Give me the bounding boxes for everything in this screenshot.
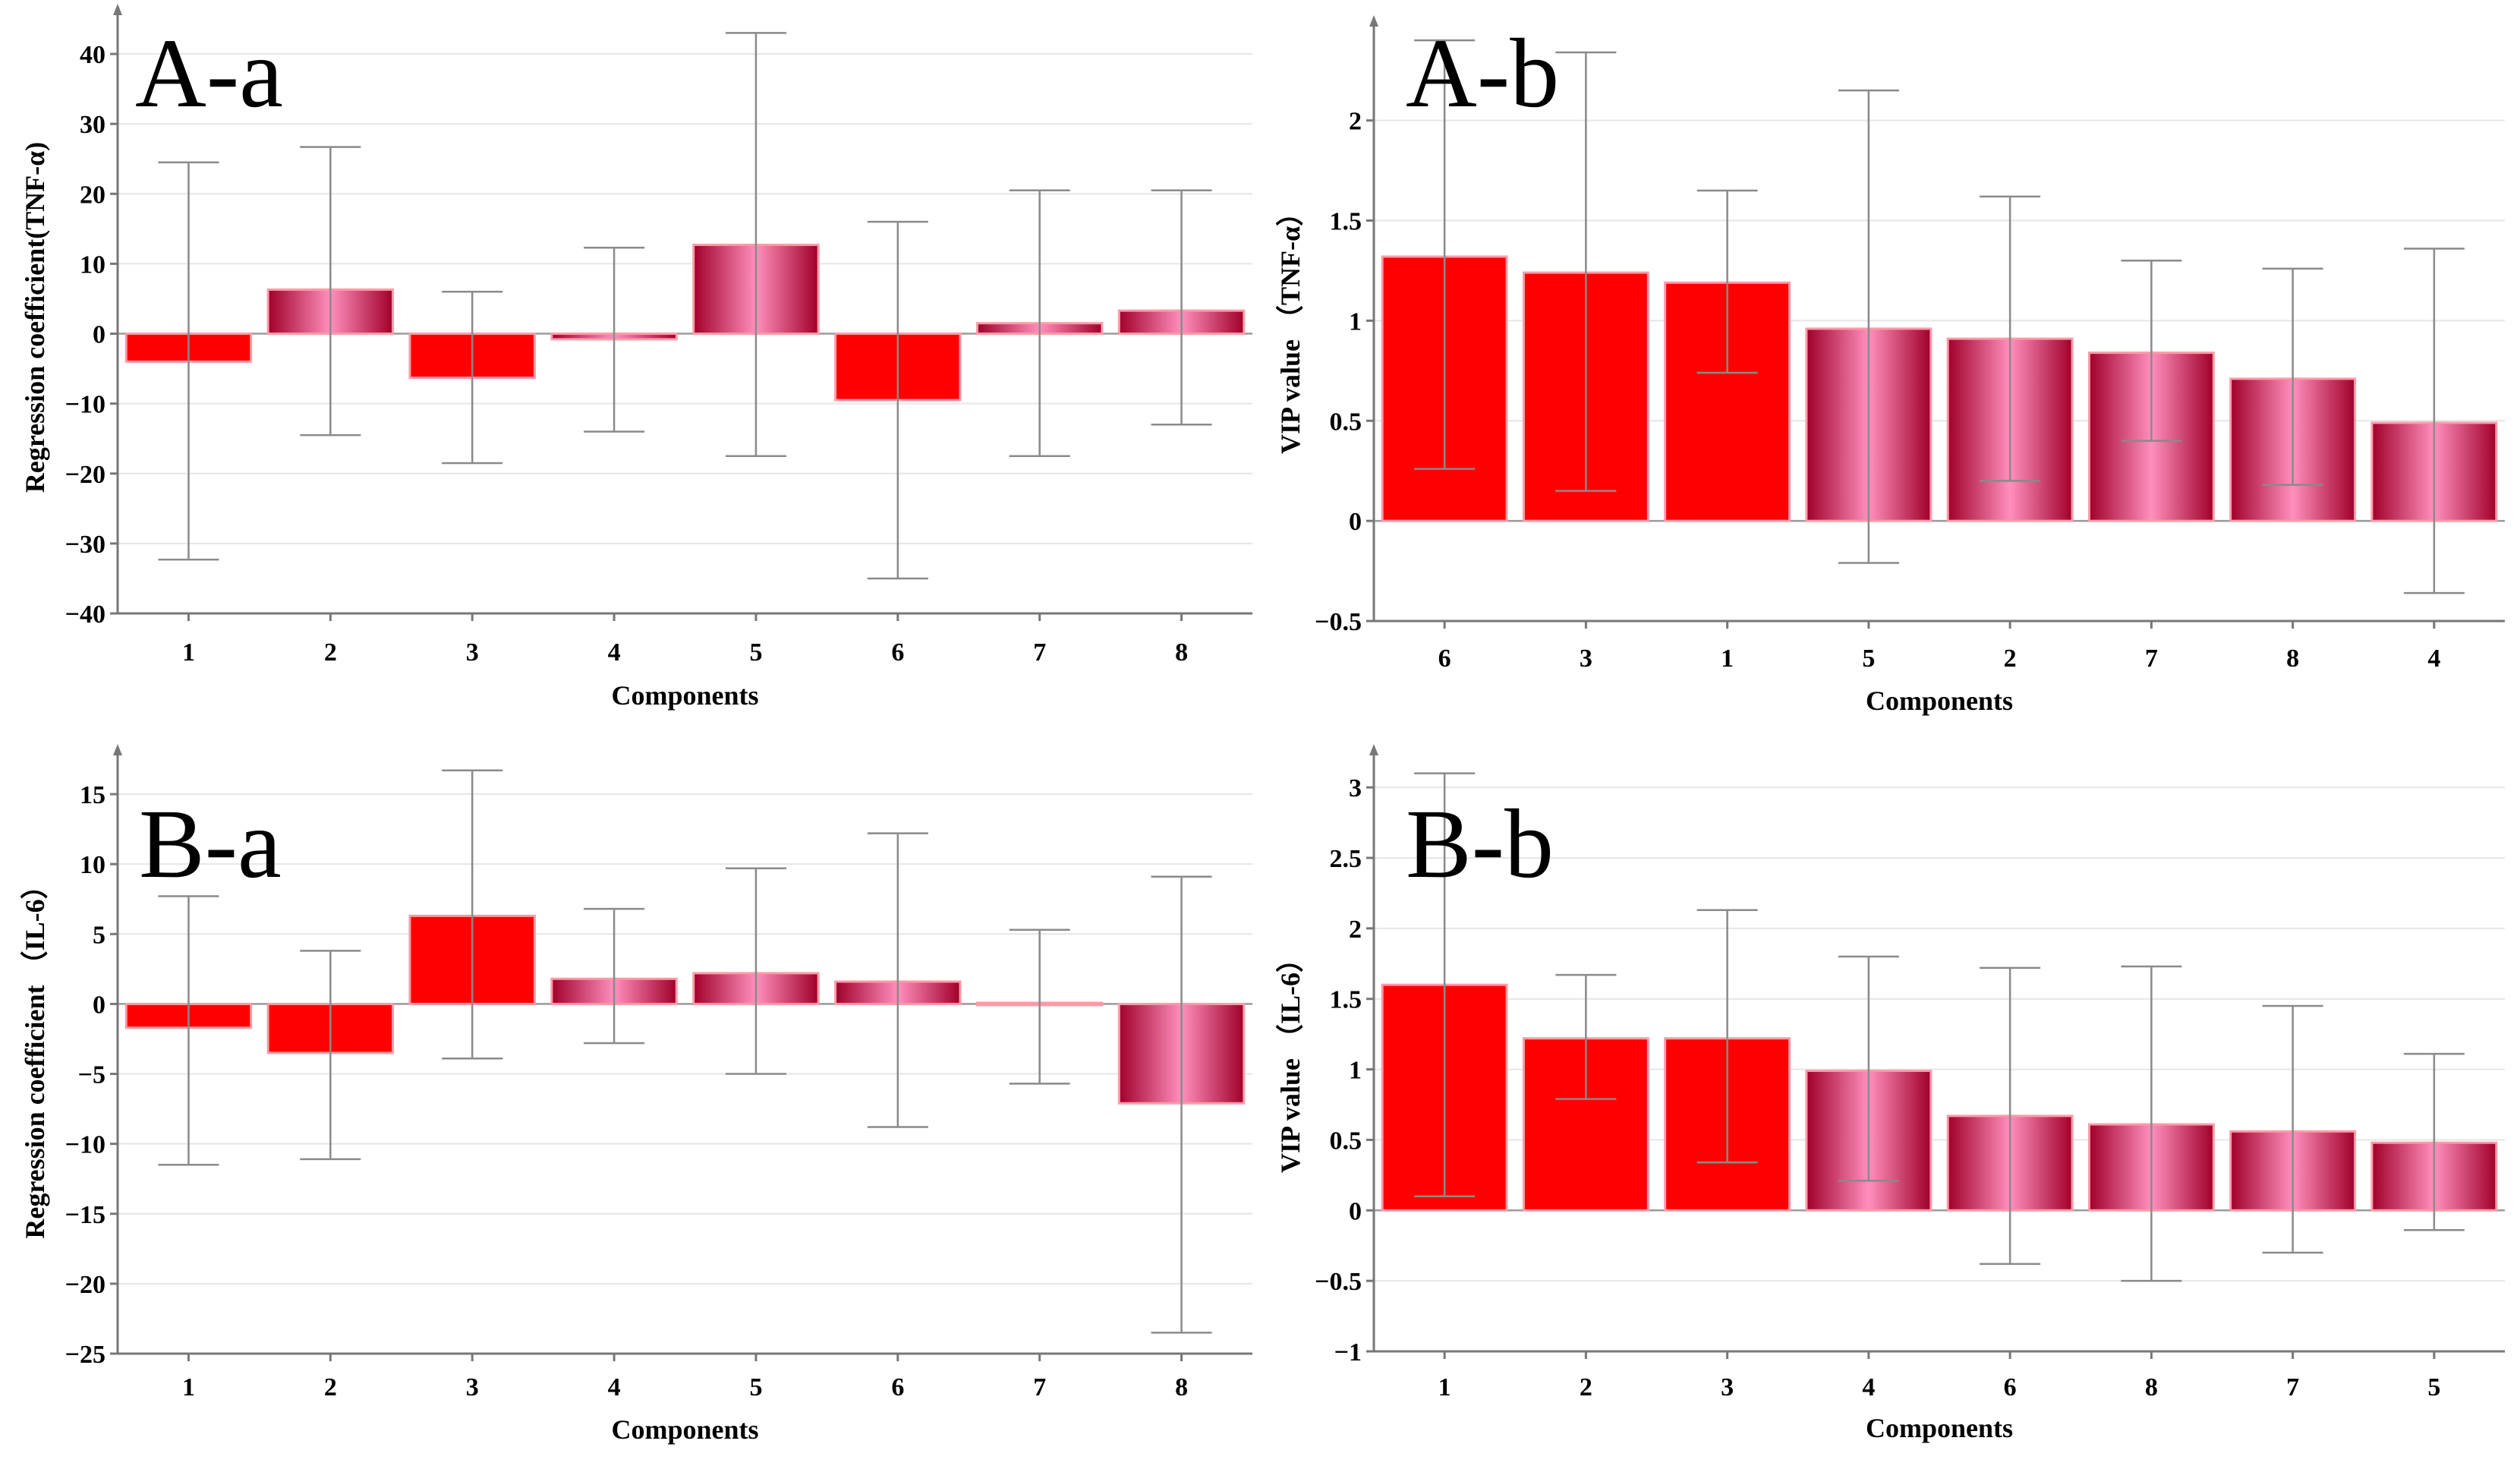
y-tick-label: 5 [93, 921, 106, 949]
y-tick-label: 2.5 [1330, 845, 1362, 873]
x-tick-label: 1 [1721, 645, 1734, 673]
x-tick-label: 4 [608, 638, 621, 667]
y-tick-label: −30 [65, 531, 106, 559]
x-tick-label: 6 [891, 638, 904, 667]
panel-title: B-a [139, 790, 282, 899]
y-tick-label: 1.5 [1330, 986, 1362, 1014]
x-tick-label: 2 [324, 638, 337, 667]
y-tick-label: 0 [1349, 1197, 1362, 1225]
x-tick-label: 6 [891, 1373, 904, 1401]
y-tick-label: 0 [93, 321, 106, 349]
y-tick-label: −0.5 [1315, 608, 1362, 636]
y-axis-arrow [1369, 15, 1378, 27]
y-tick-label: 30 [80, 111, 106, 139]
x-tick-label: 3 [1721, 1373, 1734, 1401]
x-tick-label: 3 [466, 1373, 479, 1401]
x-tick-label: 7 [1033, 638, 1046, 667]
x-tick-label: 8 [2145, 1373, 2158, 1401]
x-axis-label: Components [611, 680, 758, 711]
x-tick-label: 5 [749, 638, 762, 667]
panel-title: B-b [1406, 790, 1554, 899]
x-tick-label: 7 [2286, 1373, 2299, 1401]
x-tick-label: 2 [324, 1373, 337, 1401]
y-tick-label: 10 [80, 251, 106, 279]
y-axis-label: VIP value （IL-6） [1275, 945, 1306, 1173]
x-tick-label: 5 [2427, 1373, 2440, 1401]
x-tick-label: 2 [2004, 645, 2017, 673]
x-axis-label: Components [1866, 1413, 2013, 1443]
x-tick-label: 3 [1580, 645, 1592, 673]
y-tick-label: 0 [93, 991, 106, 1019]
y-tick-label: 15 [80, 781, 106, 809]
x-tick-label: 4 [1862, 1373, 1875, 1401]
y-tick-label: 1 [1349, 307, 1362, 336]
x-tick-label: 6 [2004, 1373, 2017, 1401]
panel-title: A-b [1406, 19, 1559, 128]
x-tick-label: 6 [1438, 645, 1451, 673]
y-tick-label: 2 [1349, 108, 1362, 136]
x-tick-label: 7 [2145, 645, 2158, 673]
chart-b-a: −25 −20 −15 −10 −5 0 5 10 15 1 2 3 4 5 6 7 8 Components Re… [20, 744, 1252, 1445]
chart-b-b: −1 −0.5 0 0.5 1 1.5 2 2.5 3 1 2 3 4 6 8 7 5 Components VIP… [1275, 744, 2505, 1443]
x-axis-label: Components [611, 1414, 758, 1445]
x-tick-label: 7 [1033, 1373, 1046, 1401]
x-tick-label: 1 [182, 1373, 195, 1401]
y-tick-label: 0.5 [1330, 1127, 1362, 1155]
y-axis-arrow [113, 4, 122, 15]
x-tick-label: 5 [1862, 645, 1875, 673]
y-tick-label: −40 [65, 601, 106, 629]
x-tick-label: 8 [1175, 638, 1188, 667]
panel-title: A-a [135, 19, 283, 128]
y-tick-label: −1 [1334, 1338, 1362, 1367]
y-tick-label: 10 [80, 851, 106, 879]
y-tick-label: −20 [65, 1271, 106, 1299]
y-tick-label: 20 [80, 181, 106, 209]
y-tick-label: 1.5 [1330, 208, 1362, 236]
y-tick-label: −15 [65, 1201, 106, 1229]
x-tick-label: 4 [2427, 645, 2440, 673]
y-tick-label: 0 [1349, 508, 1362, 536]
y-tick-label: −10 [65, 1131, 106, 1159]
x-tick-label: 2 [1580, 1373, 1592, 1401]
y-tick-label: 1 [1349, 1057, 1362, 1085]
x-tick-label: 1 [182, 638, 195, 667]
y-axis-label: Regression coefficient （IL-6） [20, 872, 50, 1238]
y-tick-label: −10 [65, 391, 106, 419]
y-tick-label: 3 [1349, 774, 1362, 802]
chart-a-b: −0.5 0 0.5 1 1.5 2 6 3 1 5 2 7 8 4 Components VIP value… [1275, 15, 2505, 716]
y-tick-label: 40 [80, 41, 106, 69]
y-axis-arrow [1369, 744, 1378, 755]
x-tick-label: 8 [1175, 1373, 1188, 1401]
chart-a-a: −40 −30 −20 −10 0 10 20 30 40 1 2 3 4 5 6 7 8 Components R… [20, 4, 1252, 711]
y-tick-label: −20 [65, 461, 106, 489]
y-axis-label: VIP value （TNF-α） [1275, 199, 1306, 454]
y-tick-label: 2 [1349, 916, 1362, 944]
y-tick-label: −0.5 [1315, 1268, 1362, 1296]
x-tick-label: 3 [466, 638, 479, 667]
x-tick-label: 5 [749, 1373, 762, 1401]
x-tick-label: 4 [608, 1373, 621, 1401]
x-tick-label: 1 [1438, 1373, 1451, 1401]
x-axis-label: Components [1866, 686, 2013, 716]
y-axis-arrow [113, 744, 122, 755]
y-tick-label: −5 [78, 1061, 106, 1089]
y-axis-label: Regression coefficient(TNF-α) [20, 142, 50, 493]
y-tick-label: 0.5 [1330, 408, 1362, 436]
y-tick-label: −25 [65, 1341, 106, 1369]
x-tick-label: 8 [2286, 645, 2299, 673]
